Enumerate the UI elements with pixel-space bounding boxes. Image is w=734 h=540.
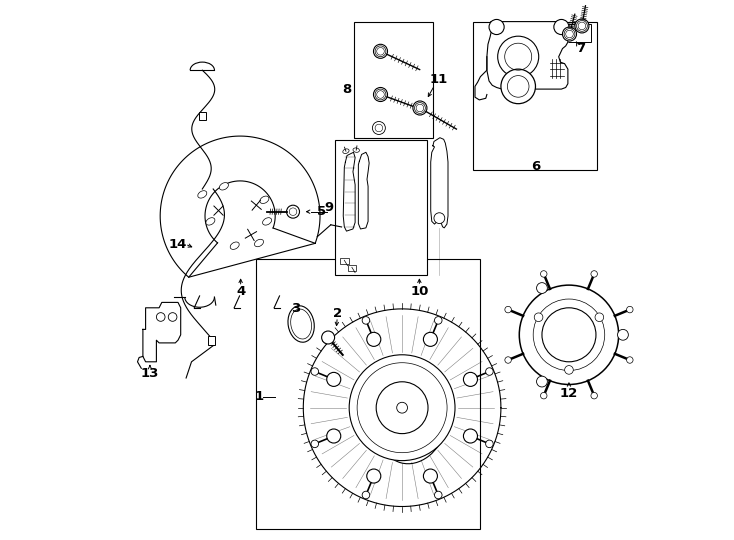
Circle shape: [327, 373, 341, 387]
Ellipse shape: [206, 218, 215, 225]
Circle shape: [286, 205, 299, 218]
Circle shape: [413, 101, 427, 115]
Circle shape: [289, 208, 297, 215]
Circle shape: [424, 332, 437, 346]
Polygon shape: [431, 138, 448, 228]
Circle shape: [534, 313, 543, 321]
Circle shape: [627, 357, 633, 363]
Circle shape: [591, 393, 597, 399]
Circle shape: [435, 491, 442, 499]
Circle shape: [396, 402, 407, 413]
Circle shape: [374, 44, 388, 58]
Ellipse shape: [197, 191, 207, 198]
Circle shape: [486, 368, 493, 375]
Circle shape: [424, 469, 437, 483]
Ellipse shape: [255, 239, 264, 247]
Bar: [348, 265, 356, 271]
Circle shape: [321, 331, 335, 344]
Text: 6: 6: [531, 160, 540, 173]
Bar: [473, 22, 597, 170]
Bar: [335, 140, 427, 275]
Circle shape: [168, 313, 177, 321]
Circle shape: [501, 69, 536, 104]
Circle shape: [519, 285, 619, 384]
Text: 7: 7: [576, 42, 586, 55]
Ellipse shape: [353, 148, 360, 152]
Circle shape: [156, 313, 165, 321]
Circle shape: [562, 27, 576, 41]
Polygon shape: [143, 302, 181, 362]
Circle shape: [542, 308, 596, 362]
Circle shape: [377, 382, 428, 434]
Circle shape: [554, 19, 569, 35]
Text: 13: 13: [141, 367, 159, 380]
Circle shape: [463, 429, 478, 443]
Circle shape: [591, 271, 597, 277]
Bar: [563, 24, 591, 42]
Circle shape: [489, 19, 504, 35]
Bar: [256, 259, 480, 529]
Polygon shape: [487, 22, 568, 89]
Bar: [340, 258, 349, 264]
Circle shape: [327, 429, 341, 443]
Text: 8: 8: [342, 83, 351, 96]
Ellipse shape: [263, 218, 272, 225]
Circle shape: [540, 393, 547, 399]
Circle shape: [627, 306, 633, 313]
Text: 9: 9: [324, 201, 334, 214]
Bar: [354, 22, 433, 138]
Text: 14: 14: [169, 238, 187, 251]
Text: 12: 12: [560, 387, 578, 400]
Circle shape: [505, 357, 512, 363]
Ellipse shape: [288, 306, 314, 342]
Bar: [198, 112, 206, 120]
Polygon shape: [358, 152, 369, 229]
Circle shape: [463, 373, 478, 387]
Circle shape: [435, 316, 442, 324]
Circle shape: [367, 469, 381, 483]
Ellipse shape: [219, 183, 228, 190]
Circle shape: [595, 313, 603, 321]
Circle shape: [505, 306, 512, 313]
Ellipse shape: [343, 149, 349, 153]
Circle shape: [617, 329, 628, 340]
Circle shape: [564, 366, 573, 374]
Circle shape: [311, 440, 319, 448]
Polygon shape: [160, 136, 320, 277]
Circle shape: [540, 271, 547, 277]
Circle shape: [372, 122, 385, 134]
Circle shape: [349, 355, 455, 461]
Circle shape: [434, 213, 445, 224]
Circle shape: [486, 440, 493, 448]
Circle shape: [367, 332, 381, 346]
Circle shape: [537, 282, 548, 293]
Text: 1: 1: [255, 390, 264, 403]
Bar: [208, 336, 215, 345]
Circle shape: [362, 316, 370, 324]
Text: 3: 3: [291, 302, 300, 315]
Text: 4: 4: [236, 285, 245, 298]
Text: 11: 11: [429, 73, 448, 86]
Circle shape: [575, 19, 589, 33]
Text: 2: 2: [333, 307, 342, 320]
Circle shape: [374, 87, 388, 102]
Circle shape: [362, 491, 370, 499]
Polygon shape: [344, 152, 355, 231]
Text: 10: 10: [410, 285, 429, 298]
Circle shape: [537, 376, 548, 387]
Ellipse shape: [230, 242, 239, 249]
Circle shape: [311, 368, 319, 375]
Circle shape: [498, 36, 539, 77]
Ellipse shape: [260, 196, 269, 204]
Text: 5: 5: [316, 205, 326, 218]
